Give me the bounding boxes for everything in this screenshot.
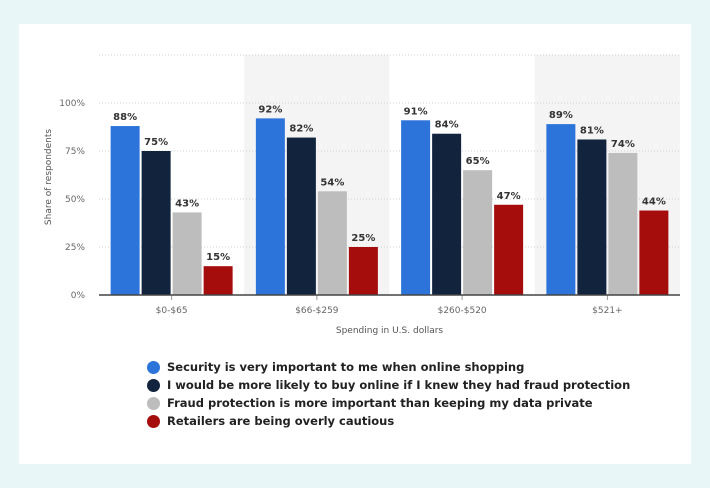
bar	[110, 126, 140, 295]
x-axis-ticks: $0-$65 $66-$259 $260-$520 $521+	[156, 295, 623, 316]
value-label: 43%	[175, 198, 199, 209]
value-label: 65%	[466, 156, 490, 167]
x-axis-title: Spending in U.S. dollars	[336, 326, 444, 336]
value-label: 15%	[206, 252, 230, 263]
legend-label: Security is very important to me when on…	[167, 360, 525, 374]
y-tick-label: 75%	[65, 147, 85, 157]
legend-label: Retailers are being overly cautious	[167, 414, 395, 428]
legend-item[interactable]: I would be more likely to buy online if …	[147, 376, 630, 394]
value-label: 74%	[611, 139, 635, 150]
legend-marker	[147, 378, 160, 392]
x-tick-label: $521+	[592, 306, 622, 316]
y-axis-ticks: 0% 25% 50% 75% 100%	[59, 99, 85, 301]
y-tick-label: 0%	[71, 291, 86, 301]
value-label: 92%	[258, 104, 282, 115]
bar-chart: 0% 25% 50% 75% 100% 88% 75% 43% 15% 92% 82% 54% 25%…	[44, 54, 680, 336]
x-tick-label: $260-$520	[438, 306, 487, 316]
chart-card: 0% 25% 50% 75% 100% 88% 75% 43% 15% 92% 82% 54% 25%…	[19, 24, 691, 464]
legend-label: I would be more likely to buy online if …	[167, 378, 631, 392]
bar	[463, 170, 493, 295]
value-label: 54%	[320, 177, 344, 188]
bar	[172, 212, 202, 295]
value-label: 44%	[642, 197, 666, 208]
bar	[317, 191, 347, 295]
bar	[401, 120, 431, 295]
bar	[577, 139, 607, 295]
value-label: 82%	[289, 124, 313, 135]
legend-marker	[147, 414, 160, 428]
legend: Security is very important to me when on…	[147, 358, 630, 430]
y-tick-label: 25%	[65, 243, 85, 253]
bar	[203, 266, 233, 295]
bar	[255, 118, 285, 295]
value-label: 47%	[497, 191, 521, 202]
value-label: 88%	[113, 112, 137, 123]
y-tick-label: 50%	[65, 195, 85, 205]
legend-item[interactable]: Fraud protection is more important than …	[147, 394, 630, 412]
bar	[141, 151, 171, 295]
value-label: 25%	[351, 233, 375, 244]
value-labels: 88% 75% 43% 15% 92% 82% 54% 25% 91% 84% 65% 47% 89% 8…	[113, 104, 666, 263]
bar	[348, 247, 378, 295]
value-label: 81%	[580, 125, 604, 136]
bar	[494, 204, 524, 295]
legend-marker	[147, 396, 160, 410]
legend-item[interactable]: Security is very important to me when on…	[147, 358, 630, 376]
value-label: 75%	[144, 137, 168, 148]
bar	[608, 152, 638, 295]
value-label: 84%	[435, 120, 459, 131]
legend-item[interactable]: Retailers are being overly cautious	[147, 412, 630, 430]
bar	[432, 133, 462, 295]
bar	[639, 210, 669, 295]
x-tick-label: $66-$259	[295, 306, 339, 316]
legend-label: Fraud protection is more important than …	[167, 396, 593, 410]
y-tick-label: 100%	[59, 99, 85, 109]
legend-marker	[147, 360, 160, 374]
bars	[110, 118, 669, 296]
bar	[286, 137, 316, 295]
y-axis-title: Share of respondents	[44, 129, 54, 226]
value-label: 91%	[404, 106, 428, 117]
value-label: 89%	[549, 110, 573, 121]
x-tick-label: $0-$65	[156, 306, 188, 316]
bar	[546, 124, 576, 296]
